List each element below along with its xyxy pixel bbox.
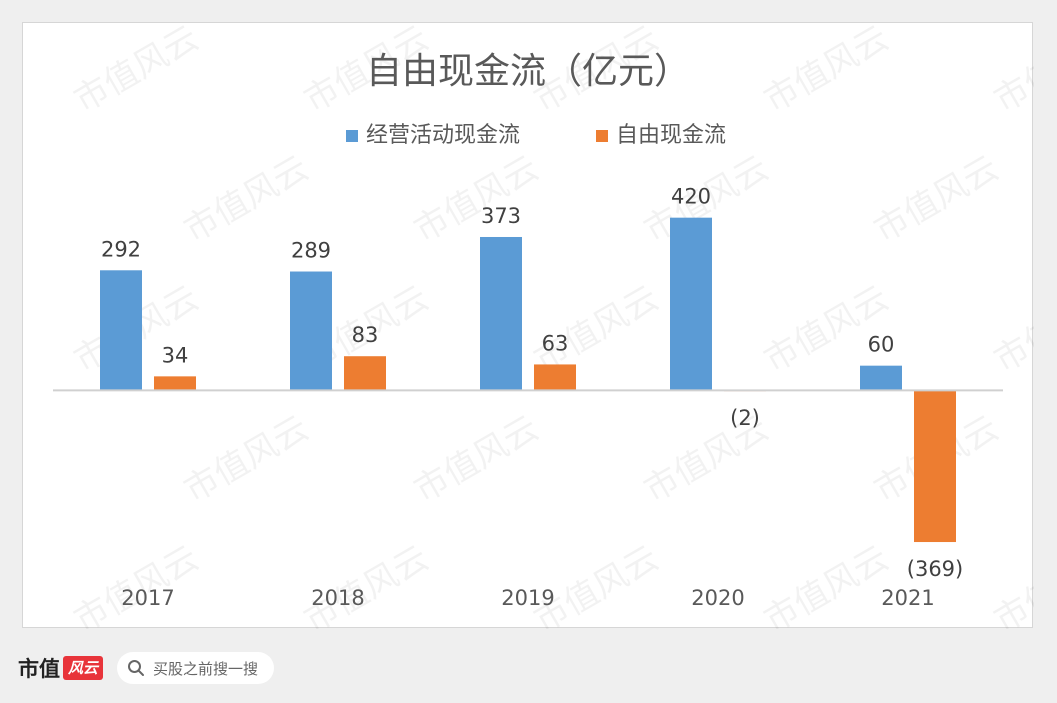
legend-swatch — [596, 130, 608, 142]
watermark-text: 市值风云 — [758, 278, 896, 381]
watermark-text: 市值风云 — [178, 148, 316, 251]
data-label: 289 — [291, 239, 331, 263]
watermark-text: 市值风云 — [408, 408, 546, 511]
bar-operating-2018 — [290, 271, 332, 391]
brand-logo: 风云 — [63, 656, 104, 680]
watermark-text: 市值风云 — [988, 538, 1035, 629]
x-tick-label: 2021 — [881, 586, 934, 610]
watermark-text: 市值风云 — [68, 23, 206, 121]
x-tick-label: 2017 — [121, 586, 174, 610]
bar-free-2021 — [914, 390, 956, 543]
bar-free-2017 — [154, 376, 196, 391]
bar-free-2018 — [344, 356, 386, 391]
data-label: (2) — [730, 406, 760, 430]
watermark-text: 市值风云 — [298, 538, 436, 629]
data-label: 34 — [162, 343, 189, 367]
legend-swatch — [346, 130, 358, 142]
legend-label: 自由现金流 — [616, 123, 726, 148]
search-placeholder: 买股之前搜一搜 — [153, 659, 259, 678]
watermark-text: 市值风云 — [758, 23, 896, 121]
watermark-text: 市值风云 — [758, 538, 896, 629]
bar-operating-2020 — [670, 217, 712, 391]
search-icon — [128, 660, 145, 676]
legend-label: 经营活动现金流 — [366, 123, 520, 148]
watermark-text: 市值风云 — [868, 148, 1006, 251]
watermark-text: 市值风云 — [988, 23, 1035, 121]
bar-operating-2019 — [480, 236, 522, 391]
data-label: 63 — [542, 331, 569, 355]
watermark-text: 市值风云 — [178, 408, 316, 511]
bar-operating-2021 — [860, 365, 902, 391]
data-label: 83 — [352, 323, 379, 347]
x-tick-label: 2018 — [311, 586, 364, 610]
data-label: 373 — [481, 204, 521, 228]
watermark-text: 市值风云 — [408, 148, 546, 251]
footer: 市值 风云 买股之前搜一搜 — [18, 650, 275, 686]
data-label: 420 — [671, 185, 711, 209]
chart-card: 市值风云 市值风云 市值风云 市值风云 市值风云 市值风云 市值风云 市值风云 市值风云 市值风云… — [22, 22, 1035, 629]
search-bar[interactable]: 买股之前搜一搜 — [117, 652, 275, 684]
data-label: 60 — [868, 333, 895, 357]
data-label: (369) — [907, 557, 963, 581]
chart-title: 自由现金流（亿元） — [366, 51, 690, 92]
watermark-text: 市值风云 — [528, 538, 666, 629]
watermark-text: 市值风云 — [988, 278, 1035, 381]
x-tick-label: 2019 — [501, 586, 554, 610]
x-tick-label: 2020 — [691, 586, 744, 610]
bar-free-2019 — [534, 364, 576, 391]
bar-operating-2017 — [100, 270, 142, 391]
data-label: 292 — [101, 237, 141, 261]
brand-name: 市值 — [18, 656, 60, 681]
watermark-text: 市值风云 — [68, 538, 206, 629]
